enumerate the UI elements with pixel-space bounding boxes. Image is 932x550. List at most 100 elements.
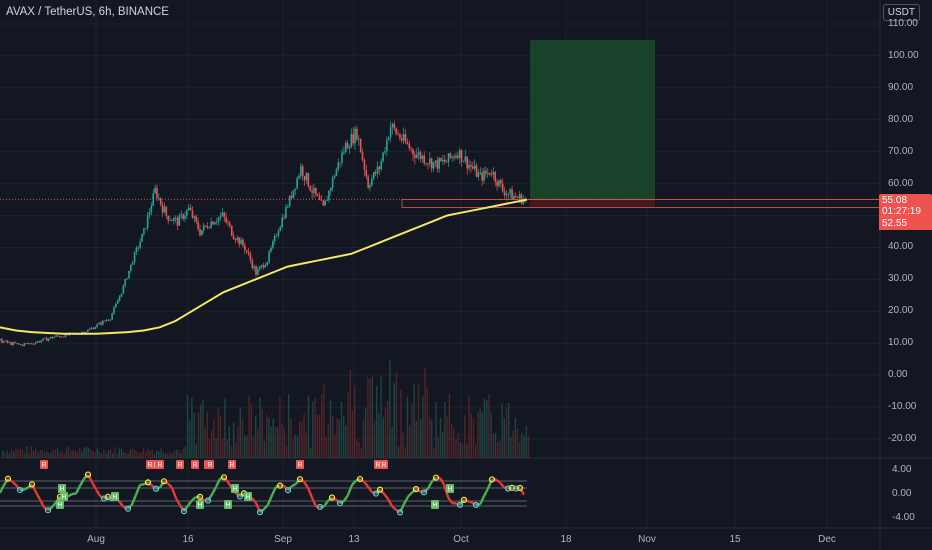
- volume-bar: [162, 451, 164, 458]
- candle-body: [397, 133, 399, 135]
- volume-bar: [136, 451, 138, 458]
- candle-body: [187, 207, 190, 211]
- candle-body: [238, 237, 241, 245]
- volume-bar: [343, 415, 345, 458]
- volume-bar: [371, 376, 373, 458]
- candle-body: [87, 329, 89, 332]
- volume-bar: [164, 453, 167, 458]
- candle-body: [367, 176, 369, 188]
- volume-bar: [252, 436, 255, 458]
- candle-body: [438, 158, 440, 169]
- candle-body: [500, 180, 502, 184]
- volume-bar: [266, 414, 268, 458]
- volume-bar: [378, 413, 380, 458]
- candle-body: [434, 160, 437, 163]
- volume-bar: [76, 451, 79, 458]
- volume-bar: [318, 414, 321, 458]
- volume-bar: [206, 411, 208, 458]
- candle-body: [45, 337, 48, 341]
- candle-body: [473, 165, 476, 169]
- volume-bar: [160, 448, 162, 458]
- oscillator-line: [0, 484, 6, 494]
- volume-bar: [351, 410, 354, 458]
- candle-body: [315, 187, 317, 195]
- volume-bar: [191, 397, 193, 458]
- volume-bar: [373, 420, 376, 458]
- volume-bar: [107, 450, 109, 458]
- volume-bar: [226, 439, 228, 458]
- candle-body: [197, 221, 199, 230]
- volume-bar: [182, 448, 184, 458]
- oscillator-line: [158, 480, 166, 489]
- osc-peak-marker: [488, 476, 496, 483]
- candle-body: [244, 245, 246, 251]
- volume-bar: [239, 407, 241, 458]
- volume-bar: [499, 440, 501, 458]
- candle-body: [425, 163, 427, 165]
- symbol-title[interactable]: AVAX / TetherUS, 6h, BINANCE: [6, 6, 169, 18]
- volume-bar: [435, 402, 437, 458]
- volume-bar: [17, 450, 19, 458]
- candle-body: [503, 191, 506, 196]
- volume-bar: [444, 402, 446, 458]
- volume-bar: [512, 430, 514, 458]
- candle-body: [59, 336, 61, 338]
- volume-bar: [442, 431, 444, 458]
- volume-bar: [321, 394, 323, 458]
- candle-body: [163, 206, 166, 213]
- candle-body: [143, 228, 145, 234]
- candle-body: [348, 147, 351, 149]
- candle-body: [51, 336, 54, 339]
- volume-bar: [134, 450, 136, 458]
- volume-bar: [329, 400, 332, 458]
- candle-body: [36, 341, 39, 343]
- candle-body: [101, 320, 104, 325]
- volume-bar: [171, 453, 173, 458]
- candle-body: [156, 187, 158, 199]
- osc-signal-label: H: [245, 494, 250, 501]
- candle-body: [520, 194, 523, 204]
- candle-body: [6, 340, 9, 343]
- candle-body: [350, 133, 353, 148]
- oscillator-line: [187, 499, 193, 507]
- candle-body: [511, 189, 513, 200]
- price-axis-label: 0.00: [888, 369, 908, 381]
- candle-body: [10, 342, 13, 346]
- volume-bar: [153, 453, 156, 458]
- candle-body: [245, 250, 248, 252]
- volume-bar: [437, 436, 439, 458]
- candle-body: [150, 205, 153, 213]
- candle-body: [415, 154, 418, 158]
- candle-body: [131, 262, 134, 265]
- time-axis-label: Nov: [638, 534, 656, 545]
- volume-bar: [362, 419, 365, 458]
- oscillator-line: [78, 478, 86, 487]
- volume-bar: [356, 438, 358, 458]
- volume-bar: [428, 417, 431, 458]
- osc-signal-label: R: [229, 462, 234, 469]
- osc-signal-label: H: [57, 502, 62, 509]
- volume-bar: [54, 449, 57, 458]
- volume-bar: [393, 382, 395, 458]
- osc-signal-label: H: [447, 486, 452, 493]
- oscillator-line: [459, 499, 465, 506]
- candle-body: [128, 270, 130, 279]
- oscillator-line: [263, 503, 269, 510]
- osc-axis-label: 0.00: [892, 488, 912, 499]
- volume-bar: [241, 418, 244, 458]
- candle-body: [518, 194, 521, 198]
- volume-bar: [422, 395, 424, 458]
- candle-body: [210, 221, 212, 228]
- candle-body: [333, 175, 336, 178]
- time-axis-label: Dec: [818, 534, 836, 545]
- currency-button[interactable]: USDT: [882, 4, 920, 21]
- price-axis-label: 90.00: [888, 81, 914, 93]
- osc-signal-label: R: [192, 462, 197, 469]
- osc-trough-marker: [44, 507, 52, 514]
- candle-body: [457, 155, 459, 159]
- volume-bar: [193, 413, 195, 458]
- candle-body: [479, 172, 482, 174]
- candle-body: [313, 187, 315, 193]
- osc-trough-marker: [316, 503, 324, 511]
